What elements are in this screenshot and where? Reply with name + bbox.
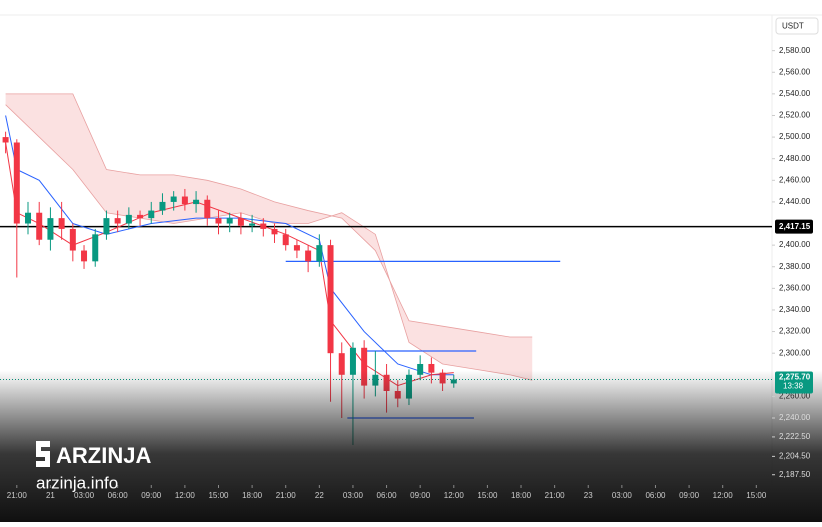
candle-body: [428, 363, 435, 373]
candle-body: [293, 245, 300, 251]
candle-body: [13, 142, 20, 224]
candle-body: [249, 223, 256, 226]
x-tick-label: 06:00: [108, 491, 129, 500]
candle-body: [305, 250, 312, 262]
candle-body: [327, 245, 334, 354]
x-tick-label: 18:00: [511, 491, 532, 500]
candle-body: [114, 218, 121, 224]
watermark: ARZINJA arzinja.info: [36, 441, 151, 492]
key-level-label: 2,417.15: [779, 222, 811, 231]
candle-body: [316, 245, 323, 262]
x-tick-label: 15:00: [477, 491, 498, 500]
y-tick-label: 2,580.00: [779, 46, 811, 55]
candle-body: [81, 250, 88, 262]
y-tick-label: 2,380.00: [779, 262, 811, 271]
x-tick-label: 12:00: [175, 491, 196, 500]
candle-body: [92, 234, 99, 262]
candle-body: [47, 218, 54, 240]
x-tick-label: 21:00: [276, 491, 297, 500]
y-tick-label: 2,500.00: [779, 132, 811, 141]
candle-body: [215, 218, 222, 224]
candle-body: [159, 201, 166, 211]
cloud-edge: [5, 93, 533, 338]
countdown: 13:38: [783, 382, 804, 391]
x-tick-label: 12:00: [444, 491, 465, 500]
x-tick-label: 09:00: [141, 491, 162, 500]
candle-body: [260, 223, 267, 229]
candle-body: [69, 228, 76, 251]
candle-body: [170, 196, 177, 202]
x-tick-label: 21:00: [7, 491, 28, 500]
x-tick-label: 18:00: [242, 491, 263, 500]
key-level-badge: [775, 219, 813, 234]
y-tick-label: 2,260.00: [779, 392, 811, 401]
x-tick-label: 09:00: [679, 491, 700, 500]
candle-body: [58, 218, 65, 229]
candle-body: [2, 137, 9, 143]
x-tick-label: 21:00: [545, 491, 566, 500]
brand: ARZINJA: [56, 443, 151, 468]
candle-body: [349, 347, 356, 375]
x-tick-label: 21: [46, 491, 55, 500]
candle-body: [125, 214, 132, 224]
currency: USDT: [782, 22, 804, 31]
y-tick-label: 2,222.50: [779, 432, 811, 441]
y-tick-label: 2,540.00: [779, 89, 811, 98]
x-tick-label: 06:00: [645, 491, 666, 500]
y-tick-label: 2,520.00: [779, 111, 811, 120]
y-tick-label: 2,460.00: [779, 175, 811, 184]
x-tick-label: 22: [315, 491, 324, 500]
y-tick-label: 2,187.50: [779, 470, 811, 479]
y-tick-label: 2,400.00: [779, 240, 811, 249]
x-tick-label: 03:00: [343, 491, 364, 500]
x-tick-label: 15:00: [208, 491, 229, 500]
y-tick-label: 2,480.00: [779, 154, 811, 163]
bottom-shade: [0, 370, 822, 522]
candle-body: [181, 196, 188, 205]
y-tick-label: 2,320.00: [779, 327, 811, 336]
y-tick-label: 2,240.00: [779, 413, 811, 422]
y-tick-label: 2,440.00: [779, 197, 811, 206]
logo: [36, 441, 50, 467]
candle-body: [282, 234, 289, 246]
x-tick-label: 03:00: [612, 491, 633, 500]
candle-body: [338, 353, 345, 375]
price-badge: [775, 371, 813, 394]
y-tick-label: 2,360.00: [779, 283, 811, 292]
candle-body: [148, 210, 155, 219]
y-tick-label: 2,204.50: [779, 451, 811, 460]
candle-body: [226, 218, 233, 224]
candle-body: [237, 218, 244, 226]
x-tick-label: 03:00: [74, 491, 95, 500]
candle-body: [193, 199, 200, 205]
cloud: [5, 93, 533, 381]
candle-body: [36, 212, 43, 240]
currency-box: [775, 17, 819, 35]
x-tick-label: 15:00: [746, 491, 767, 500]
x-tick-label: 12:00: [713, 491, 734, 500]
candle-body: [417, 363, 424, 375]
x-tick-label: 23: [584, 491, 593, 500]
x-tick-label: 06:00: [377, 491, 398, 500]
axes: 2,580.00 2,560.00 2,540.00 2,520.00 2,500.00…: [7, 46, 813, 500]
y-tick-label: 2,300.00: [779, 348, 811, 357]
candle-body: [25, 212, 32, 224]
candle-body: [103, 218, 110, 235]
site: arzinja.info: [36, 473, 118, 492]
y-tick-label: 2,560.00: [779, 67, 811, 76]
candle-body: [361, 347, 368, 386]
x-tick-label: 09:00: [410, 491, 431, 500]
price-label: 2,275.70: [779, 373, 811, 382]
candle-body: [137, 214, 144, 219]
candle-body: [271, 228, 278, 235]
candle-body: [204, 199, 211, 219]
y-tick-label: 2,340.00: [779, 305, 811, 314]
